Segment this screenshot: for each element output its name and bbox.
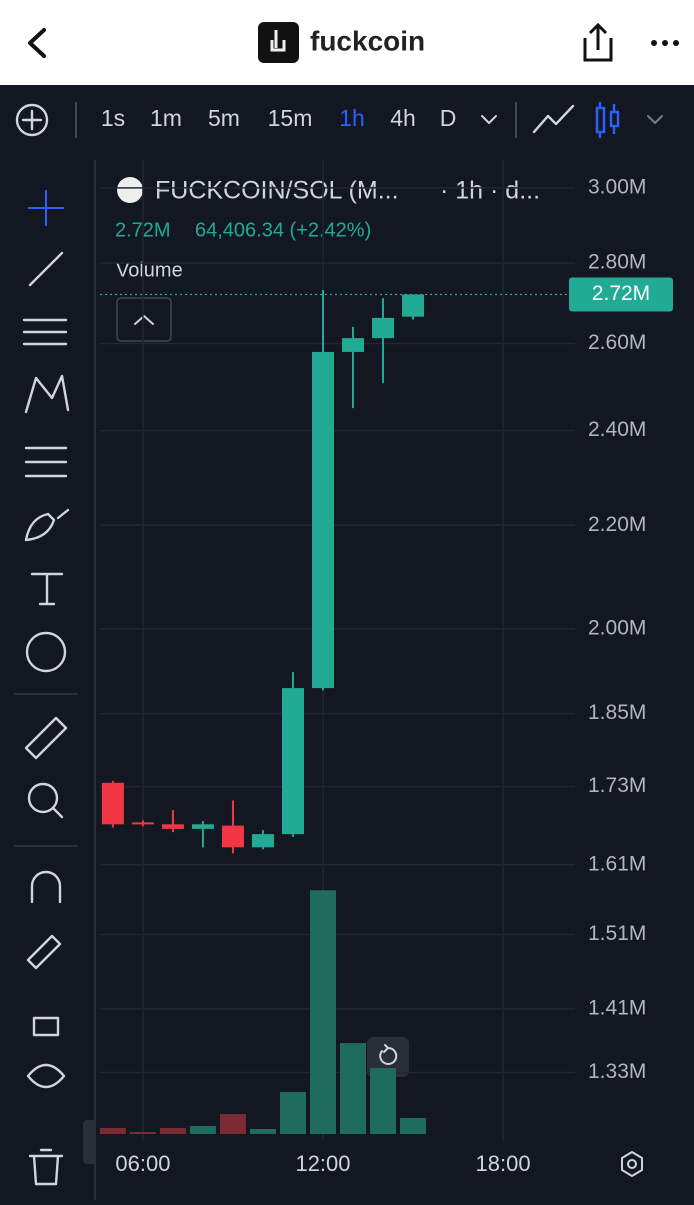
zoom-tool[interactable]	[27, 782, 59, 814]
collapse-glyph	[134, 315, 154, 325]
candle-body	[311, 351, 334, 689]
coin-icon	[258, 22, 299, 63]
volume-bar	[249, 1129, 276, 1134]
symbol-icon	[117, 177, 143, 203]
reset-glyph	[379, 1044, 398, 1065]
settings-glyph	[627, 1159, 637, 1169]
candle-body	[402, 294, 425, 317]
share-button[interactable]	[583, 22, 613, 62]
back-button[interactable]	[28, 28, 46, 58]
volume-bar	[219, 1114, 246, 1134]
collapse-toolbar[interactable]	[83, 1120, 96, 1164]
magnet-tool[interactable]	[30, 870, 62, 904]
chart-title: FUCKCOIN/SOL (M...	[155, 177, 399, 205]
chart-type-dropdown[interactable]	[647, 115, 663, 124]
delete-tool[interactable]	[28, 1148, 64, 1186]
add-glyph	[21, 109, 43, 131]
y-tick-label: 1.51M	[588, 922, 646, 945]
volume-bar	[309, 890, 336, 1134]
volume-bar	[370, 1068, 397, 1134]
fib-tool[interactable]	[22, 318, 68, 346]
y-tick-label: 1.61M	[588, 852, 646, 875]
candle-body	[221, 825, 244, 848]
y-tick-label: 3.00M	[588, 175, 646, 198]
header	[0, 0, 694, 85]
text-tool[interactable]	[30, 572, 64, 606]
candle-body	[191, 824, 214, 829]
y-tick-label: 2.20M	[588, 513, 646, 536]
y-tick-label: 2.60M	[588, 331, 646, 354]
intervals-dropdown[interactable]	[481, 115, 497, 124]
lock-tool[interactable]	[32, 1016, 60, 1037]
collapse-legend[interactable]	[116, 297, 172, 342]
candle-body	[161, 824, 184, 829]
toolbar	[0, 85, 694, 155]
y-tick-label: 1.41M	[588, 997, 646, 1020]
interval-button[interactable]: 1m	[150, 105, 182, 131]
y-tick-label: 2.00M	[588, 616, 646, 639]
candle-body	[101, 782, 124, 825]
candle-body	[251, 834, 274, 848]
x-tick-label: 18:00	[476, 1151, 531, 1176]
volume-bar	[99, 1128, 126, 1134]
price-label: 2.72M	[592, 282, 650, 305]
lock-drawings-tool[interactable]	[26, 934, 62, 970]
candle-body	[342, 338, 365, 352]
interval-button[interactable]: D	[440, 105, 457, 131]
candle-body	[131, 822, 154, 825]
y-tick-label: 1.33M	[588, 1060, 646, 1083]
reset-button[interactable]	[367, 1037, 409, 1077]
volume-bar	[189, 1126, 216, 1134]
y-tick-label: 2.80M	[588, 250, 646, 273]
header-title: fuckcoin	[310, 25, 425, 56]
volume-label: Volume	[116, 259, 183, 281]
line-chart-button[interactable]	[532, 104, 575, 134]
coin-glyph	[270, 30, 286, 52]
volume-bar	[400, 1118, 427, 1134]
candle-chart-button[interactable]	[595, 102, 620, 138]
plot	[99, 160, 575, 1140]
drawing-toolbar	[0, 155, 92, 1200]
add-button[interactable]	[15, 103, 49, 137]
trend-line-tool[interactable]	[28, 251, 64, 287]
zoom-handle	[51, 806, 64, 819]
pattern-tool[interactable]	[24, 374, 70, 414]
x-tick-label: 06:00	[115, 1151, 170, 1176]
volume-bar	[159, 1128, 186, 1134]
visibility-tool[interactable]	[26, 1063, 66, 1089]
y-tick-label: 1.73M	[588, 774, 646, 797]
x-tick-label: 12:00	[295, 1151, 350, 1176]
volume-bar	[340, 1043, 367, 1134]
brush-tool[interactable]	[24, 508, 70, 542]
y-tick-label: 1.85M	[588, 701, 646, 724]
chart-subtitle: · 1h · d...	[440, 177, 540, 205]
y-tick-label: 2.40M	[588, 418, 646, 441]
interval-button[interactable]: 15m	[268, 105, 313, 131]
ruler-tool[interactable]	[24, 716, 68, 760]
volume-bar	[129, 1132, 156, 1134]
volume-bar	[279, 1092, 306, 1134]
legend-change: 64,406.34 (+2.42%)	[195, 219, 371, 241]
price-label-box	[569, 277, 673, 312]
emoji-tool[interactable]	[25, 631, 67, 673]
interval-button[interactable]: 5m	[208, 105, 240, 131]
candle-body	[281, 688, 304, 835]
settings-button[interactable]	[621, 1151, 643, 1177]
interval-button[interactable]: 4h	[390, 105, 416, 131]
more-button[interactable]	[651, 40, 679, 46]
prediction-tool[interactable]	[24, 446, 68, 478]
interval-button[interactable]: 1s	[101, 105, 125, 131]
candle-body	[372, 317, 395, 339]
crosshair-tool[interactable]	[28, 190, 64, 226]
interval-button[interactable]: 1h	[339, 105, 365, 131]
